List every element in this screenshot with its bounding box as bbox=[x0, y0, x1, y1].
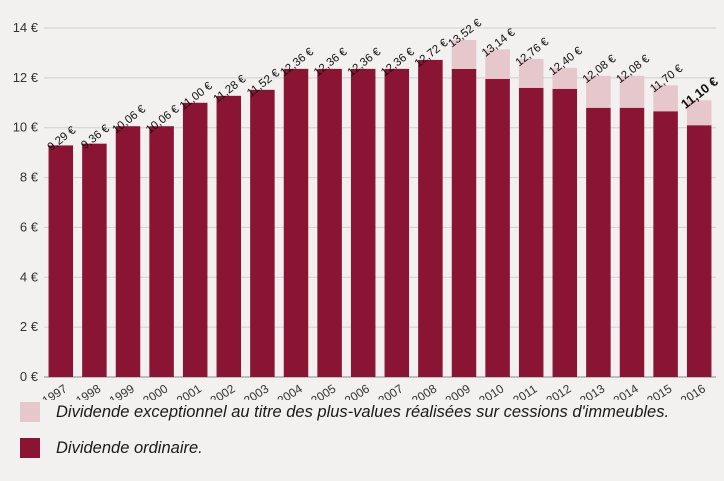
y-tick-label: 10 € bbox=[13, 120, 39, 135]
legend-item-exceptional: Dividende exceptionnel au titre des plus… bbox=[20, 402, 720, 422]
dividend-chart: 9,29 €9,36 €10,06 €10,06 €11,00 €11,28 €… bbox=[13, 17, 721, 400]
bar-ordinary bbox=[115, 126, 141, 378]
x-tick-label: 2012 bbox=[544, 381, 574, 400]
y-tick-label: 12 € bbox=[13, 70, 39, 85]
bar-ordinary bbox=[451, 68, 477, 377]
x-tick-label: 2006 bbox=[342, 381, 372, 400]
bar-exceptional bbox=[619, 75, 645, 108]
x-tick-label: 2005 bbox=[308, 381, 338, 400]
x-tick-label: 2011 bbox=[510, 382, 540, 400]
y-tick-label: 4 € bbox=[20, 269, 39, 284]
x-tick-label: 1998 bbox=[73, 381, 103, 400]
legend-label-ordinary: Dividende ordinaire. bbox=[56, 438, 203, 457]
bar-ordinary bbox=[317, 68, 342, 377]
y-axis-ticks: 0 € 2 € 4 € 6 € 8 € 10 € 12 € 14 € bbox=[13, 20, 39, 384]
x-tick-label: 2013 bbox=[577, 381, 607, 400]
x-tick-label: 2015 bbox=[644, 381, 674, 400]
y-tick-label: 8 € bbox=[20, 170, 39, 185]
x-tick-label: 2010 bbox=[476, 381, 506, 400]
y-tick-label: 6 € bbox=[20, 219, 39, 234]
x-tick-label: 2000 bbox=[140, 381, 170, 400]
x-axis-ticks: 1997 1998 1999 2000 2001 2002 2003 2004 2005 2006… bbox=[40, 381, 709, 400]
bar-ordinary bbox=[216, 95, 242, 377]
bar-exceptional bbox=[653, 85, 678, 112]
y-tick-label: 2 € bbox=[20, 319, 39, 334]
bar-ordinary bbox=[586, 107, 611, 378]
x-tick-label: 1997 bbox=[40, 381, 70, 400]
bar-ordinary bbox=[552, 88, 578, 377]
bar-ordinary bbox=[149, 126, 174, 378]
bar-exceptional bbox=[552, 67, 578, 89]
bar-ordinary bbox=[619, 107, 645, 378]
legend-label-exceptional: Dividende exceptionnel au titre des plus… bbox=[56, 402, 670, 421]
bar-exceptional bbox=[451, 39, 477, 69]
bar-ordinary bbox=[418, 59, 443, 378]
x-tick-label: 2007 bbox=[376, 381, 406, 400]
x-tick-label: 2014 bbox=[611, 381, 641, 400]
bar-ordinary bbox=[250, 89, 275, 377]
x-tick-label: 2002 bbox=[208, 381, 238, 400]
bar-exceptional bbox=[485, 49, 510, 79]
legend-swatch-ordinary bbox=[20, 438, 40, 458]
x-tick-label: 2009 bbox=[443, 381, 473, 400]
bars-layer bbox=[48, 39, 712, 378]
grid-layer bbox=[44, 27, 716, 378]
x-tick-label: 2001 bbox=[174, 381, 204, 400]
x-tick-label: 2008 bbox=[409, 381, 439, 400]
bar-ordinary bbox=[485, 78, 510, 378]
bar-ordinary bbox=[518, 87, 544, 377]
bar-exceptional bbox=[586, 75, 611, 108]
bar-exceptional bbox=[518, 58, 544, 88]
bar-ordinary bbox=[82, 143, 107, 377]
data-labels-layer: 9,29 €9,36 €10,06 €10,06 €11,00 €11,28 €… bbox=[46, 17, 721, 154]
legend-swatch-exceptional bbox=[20, 402, 40, 422]
bar-ordinary bbox=[384, 68, 410, 377]
x-tick-label: 2003 bbox=[241, 381, 271, 400]
bar-ordinary bbox=[48, 145, 74, 377]
x-tick-label: 2004 bbox=[275, 381, 305, 400]
bar-ordinary bbox=[283, 68, 309, 377]
x-tick-label: 1999 bbox=[107, 381, 137, 400]
legend-item-ordinary: Dividende ordinaire. bbox=[20, 438, 720, 458]
bar-ordinary bbox=[653, 111, 678, 378]
bar-ordinary bbox=[686, 125, 712, 377]
y-tick-label: 14 € bbox=[13, 20, 39, 35]
x-tick-label: 2016 bbox=[678, 381, 708, 400]
y-tick-label: 0 € bbox=[20, 369, 39, 384]
bar-ordinary bbox=[182, 102, 208, 378]
bar-exceptional bbox=[686, 100, 712, 126]
bar-ordinary bbox=[350, 68, 376, 377]
